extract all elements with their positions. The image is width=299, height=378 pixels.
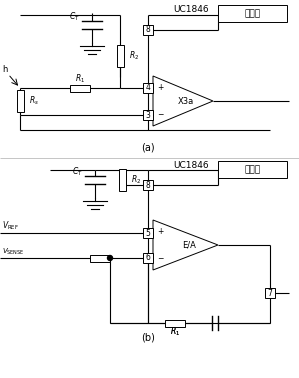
Bar <box>143 228 153 238</box>
Text: (a): (a) <box>141 143 155 153</box>
Polygon shape <box>153 220 218 270</box>
Text: (b): (b) <box>141 333 155 343</box>
Circle shape <box>108 256 112 260</box>
Bar <box>165 319 185 327</box>
Text: 4: 4 <box>146 84 150 93</box>
Bar <box>143 253 153 263</box>
Text: −: − <box>157 110 163 119</box>
Bar <box>143 110 153 120</box>
Text: $V_{\mathrm{SENSE}}$: $V_{\mathrm{SENSE}}$ <box>2 247 25 257</box>
Text: $C_{\mathrm{T}}$: $C_{\mathrm{T}}$ <box>72 166 82 178</box>
Bar <box>265 288 275 298</box>
Bar <box>143 25 153 35</box>
Text: X3a: X3a <box>178 96 194 105</box>
Text: $V_{\mathrm{REF}}$: $V_{\mathrm{REF}}$ <box>2 220 19 232</box>
Bar <box>143 83 153 93</box>
Text: 7: 7 <box>268 288 272 297</box>
Text: +: + <box>157 226 163 235</box>
Bar <box>117 45 123 67</box>
Bar <box>16 90 24 112</box>
Text: $R_2$: $R_2$ <box>129 50 139 62</box>
Bar <box>218 161 287 178</box>
Text: 5: 5 <box>146 228 150 237</box>
Bar <box>70 85 90 91</box>
Text: $R_1$: $R_1$ <box>75 73 85 85</box>
Bar <box>143 180 153 190</box>
Text: 振荡器: 振荡器 <box>245 165 260 174</box>
Text: −: − <box>157 254 163 263</box>
Bar <box>118 169 126 191</box>
Bar <box>90 254 110 262</box>
Polygon shape <box>153 76 213 126</box>
Text: 8: 8 <box>146 25 150 34</box>
Text: $R_1$: $R_1$ <box>170 326 180 338</box>
Text: $C_{\mathrm{T}}$: $C_{\mathrm{T}}$ <box>69 11 79 23</box>
Text: 振荡器: 振荡器 <box>245 9 260 18</box>
Text: $R_2$: $R_2$ <box>131 174 141 186</box>
Text: +: + <box>157 82 163 91</box>
Text: 3: 3 <box>146 110 150 119</box>
Bar <box>218 5 287 22</box>
Text: UC1846: UC1846 <box>173 6 209 14</box>
Text: $R_1$: $R_1$ <box>170 326 180 338</box>
Text: E/A: E/A <box>182 240 196 249</box>
Text: h: h <box>2 65 8 74</box>
Text: 6: 6 <box>146 254 150 262</box>
Text: UC1846: UC1846 <box>173 161 209 170</box>
Text: $R_s$: $R_s$ <box>29 95 39 107</box>
Text: 8: 8 <box>146 181 150 189</box>
